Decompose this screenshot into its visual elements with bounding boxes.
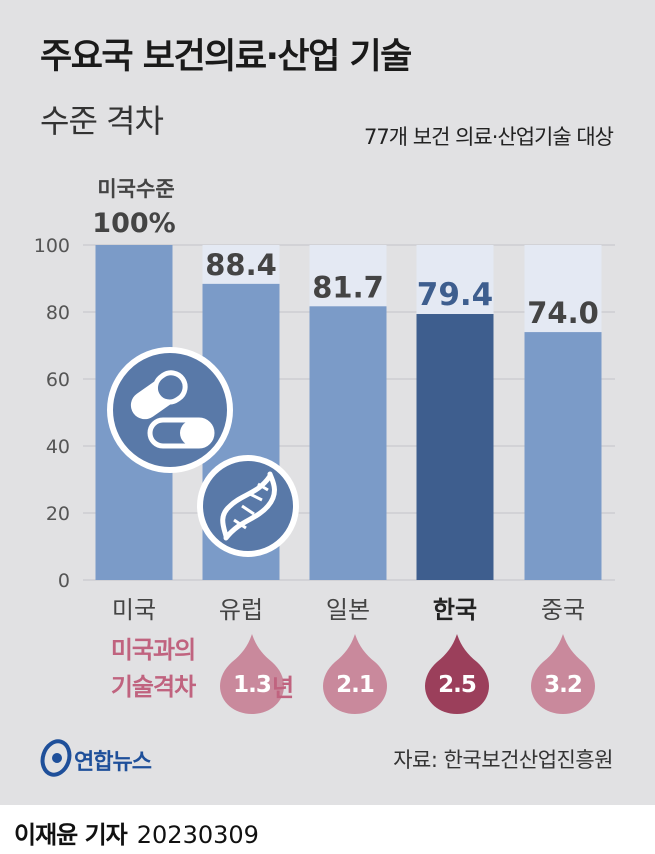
bar-chart: 0 20 40 60 80 100 미국 유럽 일본 한국 중국 미국수준 100% 88.4 81.7 79… [34, 177, 615, 624]
dna-icon [197, 455, 299, 557]
drop-shape-icon [531, 634, 595, 714]
publish-date: 20230309 [136, 821, 259, 849]
logo-text: 연합뉴스 [74, 750, 152, 775]
capsule-icon [107, 347, 233, 473]
gap-title-line-2: 기술격차 [110, 673, 196, 701]
bar [524, 332, 602, 580]
gap-title-line-1: 미국과의 [110, 636, 196, 664]
bar [416, 314, 494, 580]
page-subtitle: 수준 격차 [40, 102, 164, 140]
y-tick-label: 40 [46, 436, 70, 458]
gap-value: 2.1 [336, 672, 375, 698]
data-label: 88.4 [205, 248, 277, 282]
category-label: 한국 [433, 596, 477, 624]
gap-badge-china: 3.2 [531, 632, 595, 714]
drop-shape-icon [220, 634, 284, 714]
data-label: 74.0 [527, 296, 599, 330]
gap-value: 3.2 [544, 672, 583, 698]
category-label: 일본 [326, 596, 370, 624]
y-tick-label: 100 [34, 235, 70, 257]
drop-shape-icon [425, 634, 489, 714]
drop-shape-icon [323, 634, 387, 714]
yonhap-logo-icon [40, 739, 72, 777]
source-note: 자료: 한국보건산업진흥원 [393, 748, 613, 772]
gap-title: 미국과의 기술격차 [88, 632, 218, 706]
category-label: 유럽 [219, 596, 263, 624]
y-tick-label: 60 [46, 369, 70, 391]
reference-label: 미국수준 [97, 177, 174, 201]
yonhap-logo: 연합뉴스 [40, 738, 180, 778]
y-tick-label: 80 [46, 302, 70, 324]
footer: 이재윤 기자 20230309 [14, 815, 259, 850]
gap-value: 2.5 [438, 672, 477, 698]
y-tick-label: 0 [58, 570, 70, 592]
data-label: 81.7 [312, 270, 384, 304]
gap-badge-europe: 1.3 [220, 632, 284, 714]
category-label: 중국 [541, 596, 585, 624]
gap-badge-korea: 2.5 [425, 632, 489, 714]
gap-value: 1.3 [233, 672, 272, 698]
reporter-name: 이재윤 기자 [14, 821, 128, 849]
gap-badge-japan: 2.1 [323, 632, 387, 714]
bar [309, 306, 387, 580]
page-title: 주요국 보건의료·산업 기술 [40, 37, 412, 77]
data-label: 79.4 [417, 277, 494, 313]
infographic-card: 주요국 보건의료·산업 기술 수준 격차 77개 보건 의료·산업기술 대상 0… [0, 0, 655, 805]
data-label: 100% [92, 208, 175, 239]
category-label: 미국 [112, 596, 156, 624]
y-tick-label: 20 [46, 503, 70, 525]
scope-note: 77개 보건 의료·산업기술 대상 [364, 125, 614, 149]
gap-unit: 년 [272, 674, 295, 702]
